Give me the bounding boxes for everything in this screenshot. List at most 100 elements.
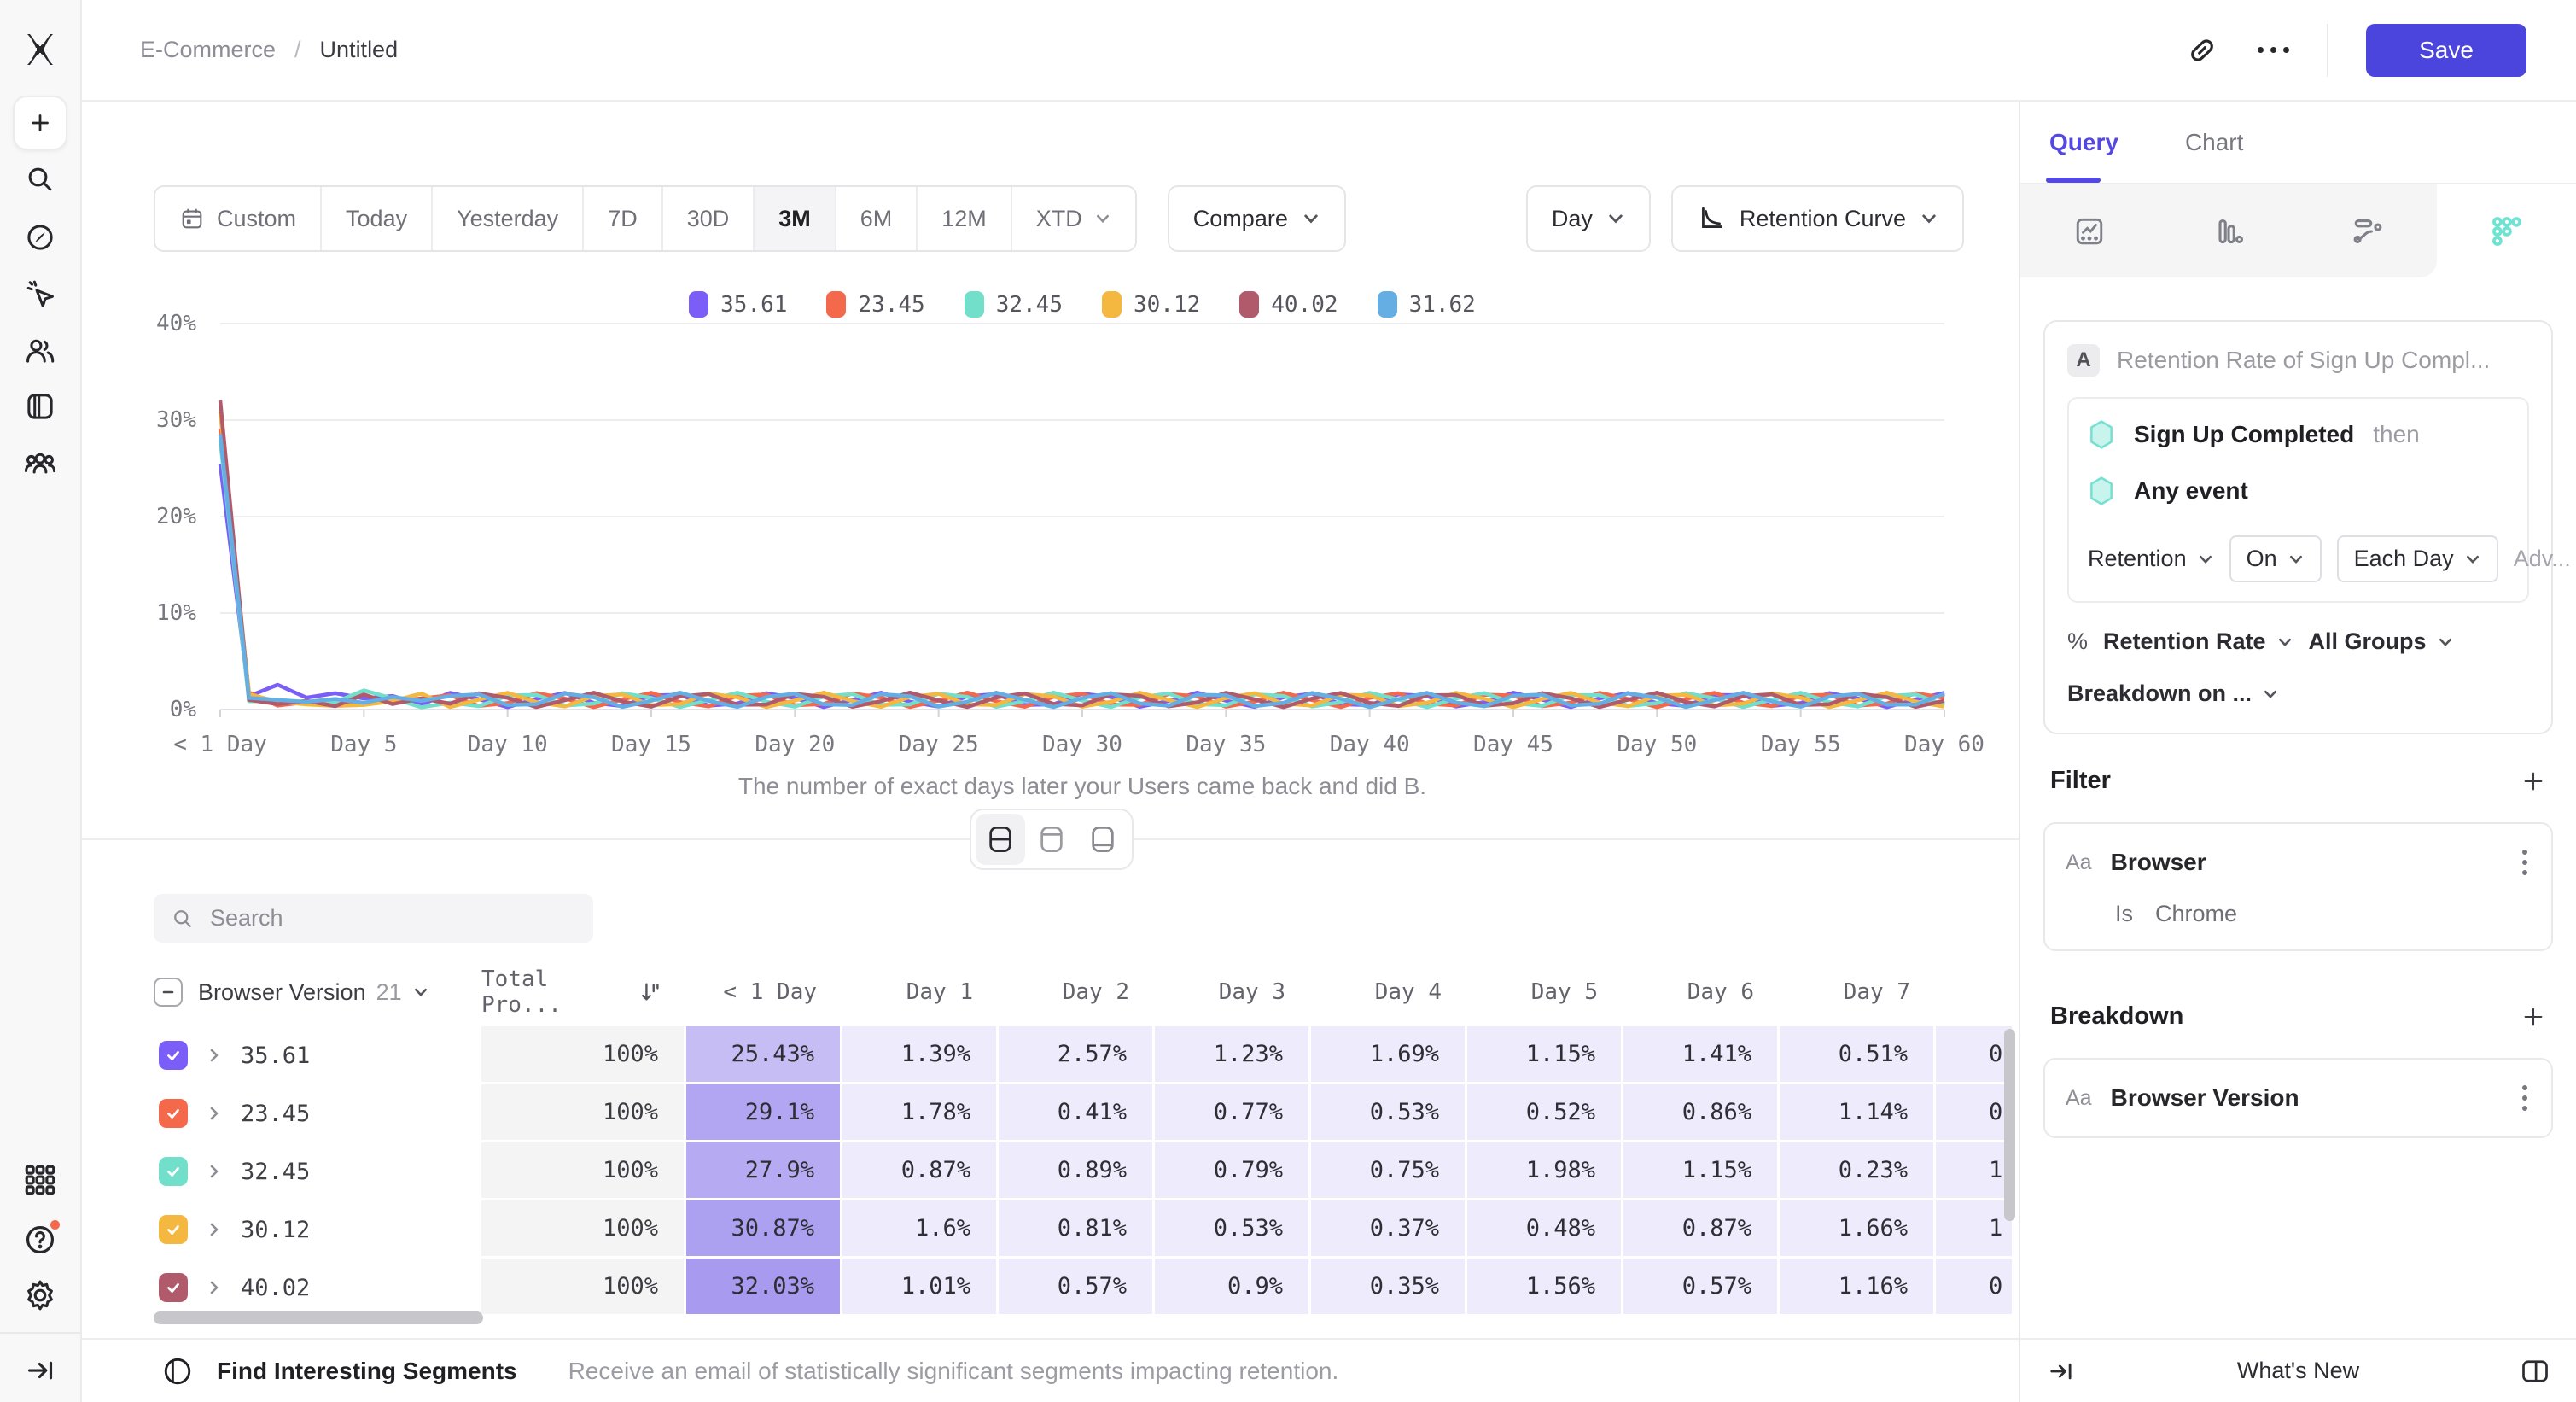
value-cell[interactable]: 0.53% (1311, 1084, 1467, 1142)
value-cell[interactable]: 0.86% (1623, 1084, 1780, 1142)
settings-gear-icon[interactable] (21, 1276, 59, 1314)
legend-item[interactable]: 31.62 (1377, 291, 1476, 318)
row-checkbox[interactable] (159, 1273, 188, 1302)
table-header-day-4[interactable]: Day 4 (1374, 979, 1442, 1005)
value-cell[interactable]: 0.37% (1311, 1200, 1467, 1259)
on-dropdown[interactable]: On (2229, 535, 2322, 582)
create-new-button[interactable] (13, 96, 67, 150)
value-cell[interactable]: 1.41% (1623, 1026, 1780, 1084)
interval-dropdown[interactable]: Each Day (2336, 535, 2498, 582)
first-event-row[interactable]: Sign Up Completed then (2088, 419, 2509, 450)
value-cell[interactable]: 0.77% (1155, 1084, 1311, 1142)
expand-sidebar-icon[interactable] (23, 1353, 57, 1387)
columns-layout-icon[interactable] (2520, 1356, 2550, 1387)
total-cell[interactable]: 100% (481, 1259, 686, 1317)
users-icon[interactable] (22, 332, 58, 368)
value-cell[interactable]: 0.87% (1623, 1200, 1780, 1259)
value-cell[interactable]: 0.57% (999, 1259, 1155, 1317)
value-cell[interactable]: 0.87% (842, 1142, 999, 1200)
value-cell[interactable]: 0.81% (999, 1200, 1155, 1259)
measure-dropdown[interactable]: Retention Rate (2103, 628, 2293, 655)
layout-chart-only-button[interactable] (1027, 814, 1076, 865)
add-filter-icon[interactable] (2521, 768, 2546, 794)
breakdown-on-dropdown[interactable]: Breakdown on ... (2067, 681, 2279, 707)
find-segments-button[interactable]: Find Interesting Segments (217, 1357, 517, 1384)
vertical-scrollbar[interactable] (2004, 1029, 2015, 1221)
table-header-day-2[interactable]: Day 2 (1062, 979, 1129, 1005)
value-cell[interactable]: 1.56% (1467, 1259, 1623, 1317)
table-header-day-5[interactable]: Day 5 (1530, 979, 1598, 1005)
value-cell[interactable]: 2.57% (999, 1026, 1155, 1084)
range-12m[interactable]: 12M (918, 187, 1012, 250)
value-cell[interactable]: 1.39% (842, 1026, 999, 1084)
total-cell[interactable]: 100% (481, 1200, 686, 1259)
table-header-day-1[interactable]: Day 1 (906, 979, 973, 1005)
value-cell[interactable]: 1.69% (1311, 1026, 1467, 1084)
filter-property-name[interactable]: Browser (2110, 849, 2206, 875)
row-name[interactable]: 23.45 (241, 1100, 311, 1127)
events-cursor-icon[interactable] (22, 276, 58, 312)
total-cell[interactable]: 100% (481, 1142, 686, 1200)
legend-item[interactable]: 32.45 (964, 291, 1063, 318)
series-line-23.45[interactable] (218, 428, 1945, 710)
legend-item[interactable]: 23.45 (826, 291, 925, 318)
flows-report-tab[interactable] (2298, 184, 2438, 277)
compare-button[interactable]: Compare (1167, 185, 1346, 252)
series-line-31.62[interactable] (218, 434, 1945, 710)
total-cell[interactable]: 100% (481, 1084, 686, 1142)
value-cell[interactable]: 1.78% (842, 1084, 999, 1142)
search-icon[interactable] (23, 162, 57, 196)
copy-link-icon[interactable] (2184, 32, 2220, 68)
add-breakdown-icon[interactable] (2521, 1004, 2546, 1030)
value-cell[interactable]: 1.66% (1780, 1200, 1936, 1259)
value-cell[interactable]: 0.41% (999, 1084, 1155, 1142)
chart-type-button[interactable]: Retention Curve (1670, 185, 1964, 252)
series-line-30.12[interactable] (218, 411, 1945, 710)
value-cell[interactable]: 32.03% (686, 1259, 842, 1317)
legend-item[interactable]: 40.02 (1239, 291, 1338, 318)
boards-icon[interactable] (22, 388, 58, 424)
value-cell[interactable]: 1.23% (1155, 1026, 1311, 1084)
legend-item[interactable]: 35.61 (689, 291, 787, 318)
row-name[interactable]: 40.02 (241, 1274, 311, 1301)
table-header-<-1-day[interactable]: < 1 Day (723, 979, 817, 1005)
apps-grid-icon[interactable] (22, 1162, 58, 1198)
value-cell[interactable]: 0.89% (999, 1142, 1155, 1200)
expand-row-icon[interactable] (205, 1278, 224, 1297)
select-all-checkbox[interactable] (154, 978, 183, 1007)
value-cell[interactable]: 0.9% (1155, 1259, 1311, 1317)
value-cell[interactable]: 0.79% (1155, 1142, 1311, 1200)
insights-report-tab[interactable] (2020, 184, 2159, 277)
range-30d[interactable]: 30D (663, 187, 755, 250)
series-line-40.02[interactable] (218, 400, 1945, 710)
row-checkbox[interactable] (159, 1041, 188, 1070)
value-cell[interactable]: 0.53% (1155, 1200, 1311, 1259)
range-today[interactable]: Today (322, 187, 434, 250)
range-3m[interactable]: 3M (755, 187, 836, 250)
line-chart-plot[interactable] (213, 312, 1951, 721)
retention-mode-dropdown[interactable]: Retention (2088, 546, 2214, 572)
value-cell[interactable]: 1.15% (1623, 1142, 1780, 1200)
range-yesterday[interactable]: Yesterday (433, 187, 585, 250)
table-header-day-6[interactable]: Day 6 (1687, 979, 1754, 1005)
value-cell[interactable]: 0.35% (1311, 1259, 1467, 1317)
value-cell[interactable]: 1.98% (1467, 1142, 1623, 1200)
range-xtd[interactable]: XTD (1012, 187, 1135, 250)
layout-split-button[interactable] (976, 814, 1025, 865)
expand-row-icon[interactable] (205, 1046, 224, 1065)
expand-row-icon[interactable] (205, 1220, 224, 1239)
value-cell[interactable]: 0.23% (1780, 1142, 1936, 1200)
range-6m[interactable]: 6M (836, 187, 918, 250)
table-header-total[interactable]: Total Pro... (481, 967, 686, 1018)
tab-query[interactable]: Query (2049, 128, 2118, 155)
value-cell[interactable]: 0.75% (1311, 1142, 1467, 1200)
table-header-day-3[interactable]: Day 3 (1218, 979, 1285, 1005)
filter-menu-icon[interactable] (2519, 846, 2531, 879)
advanced-dropdown[interactable]: Adv... (2514, 546, 2576, 572)
horizontal-scrollbar[interactable] (154, 1311, 483, 1324)
value-cell[interactable]: 0.52% (1467, 1084, 1623, 1142)
value-cell[interactable]: 0.48% (1467, 1200, 1623, 1259)
row-checkbox[interactable] (159, 1157, 188, 1186)
series-line-35.61[interactable] (218, 464, 1945, 710)
total-cell[interactable]: 100% (481, 1026, 686, 1084)
